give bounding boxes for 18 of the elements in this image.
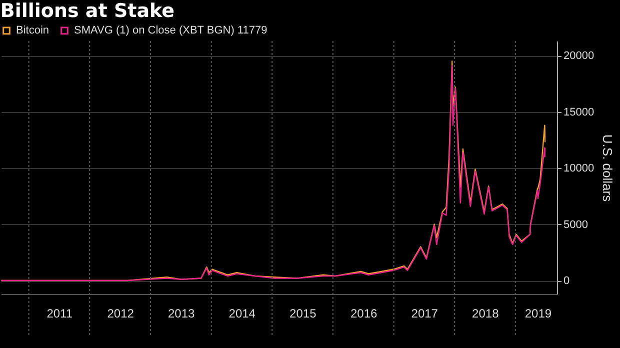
x-tick-label: 2016 [350, 306, 378, 320]
y-tick-label: 20000 [564, 50, 594, 62]
x-tick-label: 2019 [524, 306, 552, 320]
y-tick-label: 0 [564, 275, 570, 288]
y-tick-label: 10000 [564, 162, 594, 175]
legend-label: Bitcoin [16, 24, 50, 37]
y-tick-label: 5000 [564, 218, 588, 231]
y-axis-title: U.S. dollars [600, 134, 616, 202]
legend-label: SMAVG (1) on Close (XBT BGN) 11779 [74, 24, 268, 37]
x-tick-label: 2014 [228, 306, 256, 320]
x-tick-label: 2018 [472, 306, 500, 320]
x-tick-label: 2017 [411, 306, 438, 320]
chart-title: Billions at Stake [0, 0, 175, 22]
x-tick-label: 2015 [290, 306, 317, 320]
x-tick-label: 2011 [46, 306, 73, 320]
y-tick-label: 15000 [564, 106, 594, 118]
x-tick-label: 2012 [107, 306, 134, 320]
x-tick-label: 2013 [168, 306, 196, 320]
